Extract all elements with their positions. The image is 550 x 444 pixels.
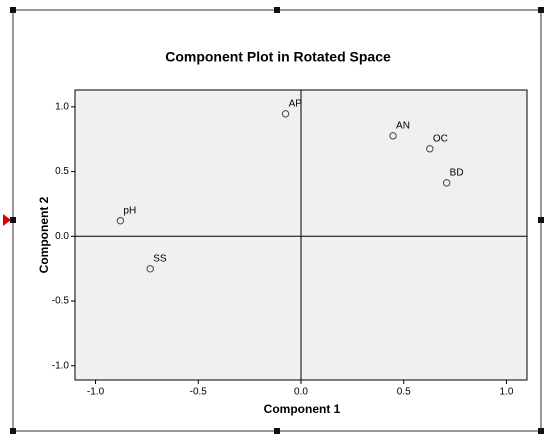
y-tick-label: -1.0 — [52, 360, 70, 371]
x-tick-label: -1.0 — [87, 387, 105, 398]
point — [442, 179, 451, 187]
point-label: AN — [396, 120, 410, 131]
y-tick-label: 0.5 — [55, 166, 69, 177]
point-label: AP — [289, 98, 303, 109]
x-axis-label: Component 1 — [264, 402, 341, 416]
y-axis-label: Component 2 — [37, 196, 51, 273]
y-tick-label: -0.5 — [52, 296, 70, 307]
chart-title: Component Plot in Rotated Space — [165, 49, 391, 65]
y-tick-label: 0.0 — [55, 231, 69, 242]
point-label: SS — [153, 253, 167, 264]
point — [116, 217, 125, 225]
x-tick-label: 0.0 — [294, 387, 308, 398]
x-tick-label: 0.5 — [397, 387, 411, 398]
point — [281, 110, 290, 118]
selection-marker — [3, 214, 11, 226]
point-label: pH — [123, 205, 136, 216]
x-tick-label: 1.0 — [500, 387, 514, 398]
x-tick-label: -0.5 — [190, 387, 208, 398]
y-tick-label: 1.0 — [55, 101, 69, 112]
point — [146, 265, 154, 273]
point-label: OC — [433, 133, 448, 144]
point — [426, 145, 434, 153]
point-label: BD — [450, 167, 464, 178]
resize-handles[interactable] — [10, 7, 544, 434]
point — [389, 132, 397, 140]
